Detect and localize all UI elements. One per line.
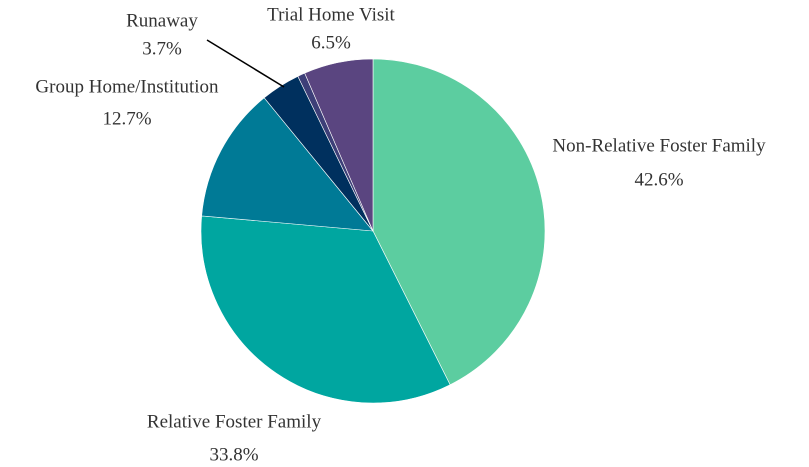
slice-value-label: 12.7% xyxy=(102,108,151,129)
slice-label: Relative Foster Family xyxy=(147,411,322,432)
pie-slice xyxy=(200,215,451,404)
slice-value-label: 6.5% xyxy=(311,32,351,53)
pie-slice xyxy=(201,97,374,232)
slice-label: Non-Relative Foster Family xyxy=(552,135,766,156)
slice-label: Runaway xyxy=(126,10,198,31)
slice-label: Trial Home Visit xyxy=(267,4,395,25)
slices xyxy=(200,58,546,404)
slice-value-label: 42.6% xyxy=(634,169,683,190)
slice-label: Group Home/Institution xyxy=(35,76,219,97)
leader-line xyxy=(206,39,285,88)
pie-slice xyxy=(372,58,546,386)
slice-value-label: 33.8% xyxy=(209,444,258,465)
pie-slice xyxy=(304,58,374,232)
slice-value-label: 3.7% xyxy=(142,38,182,59)
